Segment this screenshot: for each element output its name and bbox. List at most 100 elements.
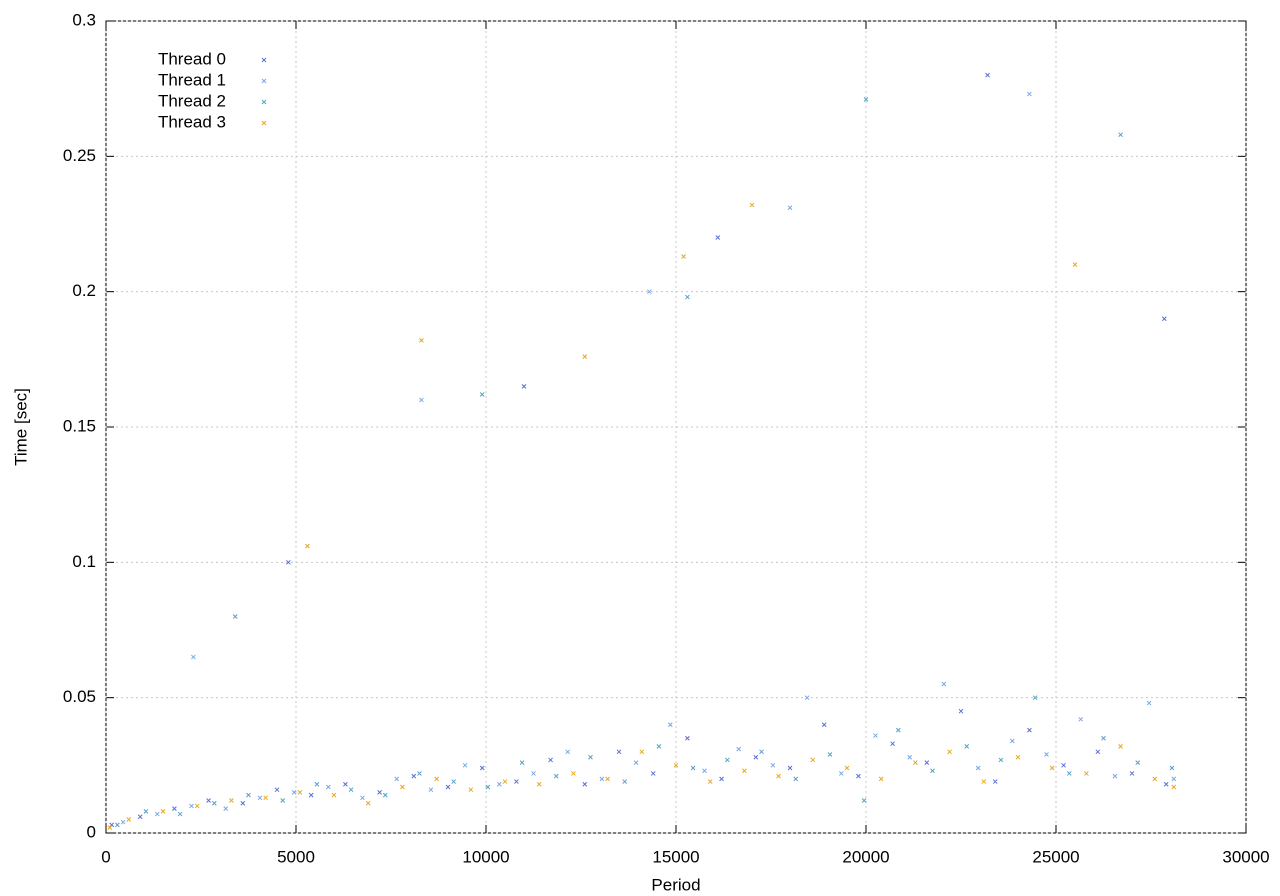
point bbox=[343, 781, 348, 787]
point bbox=[656, 744, 662, 749]
legend-label: Thread 2 bbox=[158, 91, 226, 110]
point bbox=[137, 814, 143, 820]
point bbox=[804, 695, 810, 701]
point bbox=[873, 733, 878, 738]
point bbox=[599, 776, 605, 782]
point bbox=[462, 762, 468, 768]
point bbox=[924, 760, 930, 765]
y-tick-label: 0.2 bbox=[72, 281, 96, 300]
point bbox=[1163, 781, 1169, 787]
point bbox=[496, 781, 502, 787]
point bbox=[821, 722, 827, 728]
point bbox=[553, 773, 559, 779]
point bbox=[257, 795, 263, 801]
point bbox=[1152, 776, 1158, 782]
point bbox=[749, 202, 755, 208]
x-axis-label: Period bbox=[651, 875, 700, 894]
point bbox=[1072, 262, 1078, 267]
point bbox=[907, 754, 913, 760]
point bbox=[548, 757, 553, 763]
point bbox=[120, 819, 126, 825]
point bbox=[690, 765, 696, 771]
point bbox=[878, 776, 884, 782]
point bbox=[1118, 744, 1123, 749]
point bbox=[308, 792, 314, 798]
point bbox=[787, 765, 793, 771]
point bbox=[719, 776, 724, 782]
point bbox=[365, 800, 371, 806]
legend-label: Thread 3 bbox=[158, 112, 226, 131]
point bbox=[143, 808, 149, 814]
point bbox=[377, 790, 382, 795]
point bbox=[360, 795, 365, 801]
point bbox=[673, 762, 679, 768]
point bbox=[639, 749, 645, 755]
point bbox=[211, 800, 217, 806]
point bbox=[1135, 760, 1141, 765]
point bbox=[232, 614, 238, 619]
point bbox=[1027, 727, 1032, 733]
point bbox=[479, 765, 485, 771]
point bbox=[770, 762, 776, 768]
point bbox=[707, 779, 713, 784]
point bbox=[810, 757, 816, 763]
point bbox=[861, 798, 867, 803]
point bbox=[856, 773, 861, 779]
point bbox=[1066, 771, 1072, 776]
point bbox=[958, 708, 964, 714]
point bbox=[827, 752, 833, 757]
point bbox=[126, 817, 132, 822]
point bbox=[531, 771, 536, 776]
point bbox=[1027, 91, 1032, 97]
point bbox=[434, 776, 439, 782]
point bbox=[419, 397, 424, 403]
point bbox=[107, 825, 113, 830]
point bbox=[172, 806, 177, 811]
x-tick-label: 30000 bbox=[1222, 847, 1269, 866]
point bbox=[1084, 771, 1089, 776]
point bbox=[571, 771, 576, 776]
legend-label: Thread 1 bbox=[158, 70, 226, 89]
y-tick-label: 0 bbox=[87, 822, 96, 841]
point bbox=[297, 790, 303, 795]
point bbox=[1032, 695, 1038, 701]
point bbox=[1078, 716, 1084, 722]
x-tick-label: 10000 bbox=[462, 847, 509, 866]
point bbox=[1171, 784, 1177, 790]
point bbox=[582, 354, 588, 359]
point bbox=[115, 822, 120, 828]
point bbox=[411, 773, 417, 779]
x-tick-label: 15000 bbox=[652, 847, 699, 866]
point bbox=[536, 781, 542, 787]
legend-label: Thread 0 bbox=[158, 49, 226, 68]
point bbox=[685, 294, 690, 300]
point bbox=[1146, 700, 1152, 706]
point bbox=[647, 289, 652, 295]
point bbox=[263, 795, 268, 801]
point bbox=[736, 746, 742, 752]
y-tick-label: 0.25 bbox=[63, 146, 96, 165]
point bbox=[616, 749, 622, 755]
point bbox=[975, 765, 981, 771]
point bbox=[1118, 132, 1123, 138]
point bbox=[844, 765, 850, 771]
point bbox=[468, 787, 474, 793]
point bbox=[451, 779, 457, 784]
point bbox=[913, 760, 918, 765]
point bbox=[177, 811, 183, 817]
point bbox=[724, 757, 730, 763]
point bbox=[667, 722, 673, 728]
point bbox=[1049, 765, 1055, 771]
point bbox=[1161, 316, 1167, 322]
point bbox=[1101, 735, 1106, 741]
point bbox=[223, 806, 229, 811]
point bbox=[985, 72, 990, 78]
point bbox=[502, 779, 508, 784]
point bbox=[793, 776, 799, 782]
point bbox=[702, 768, 707, 774]
legend-marker bbox=[261, 78, 267, 84]
point bbox=[274, 787, 280, 793]
point bbox=[305, 543, 310, 549]
y-tick-label: 0.15 bbox=[63, 416, 96, 435]
x-tick-label: 0 bbox=[101, 847, 110, 866]
